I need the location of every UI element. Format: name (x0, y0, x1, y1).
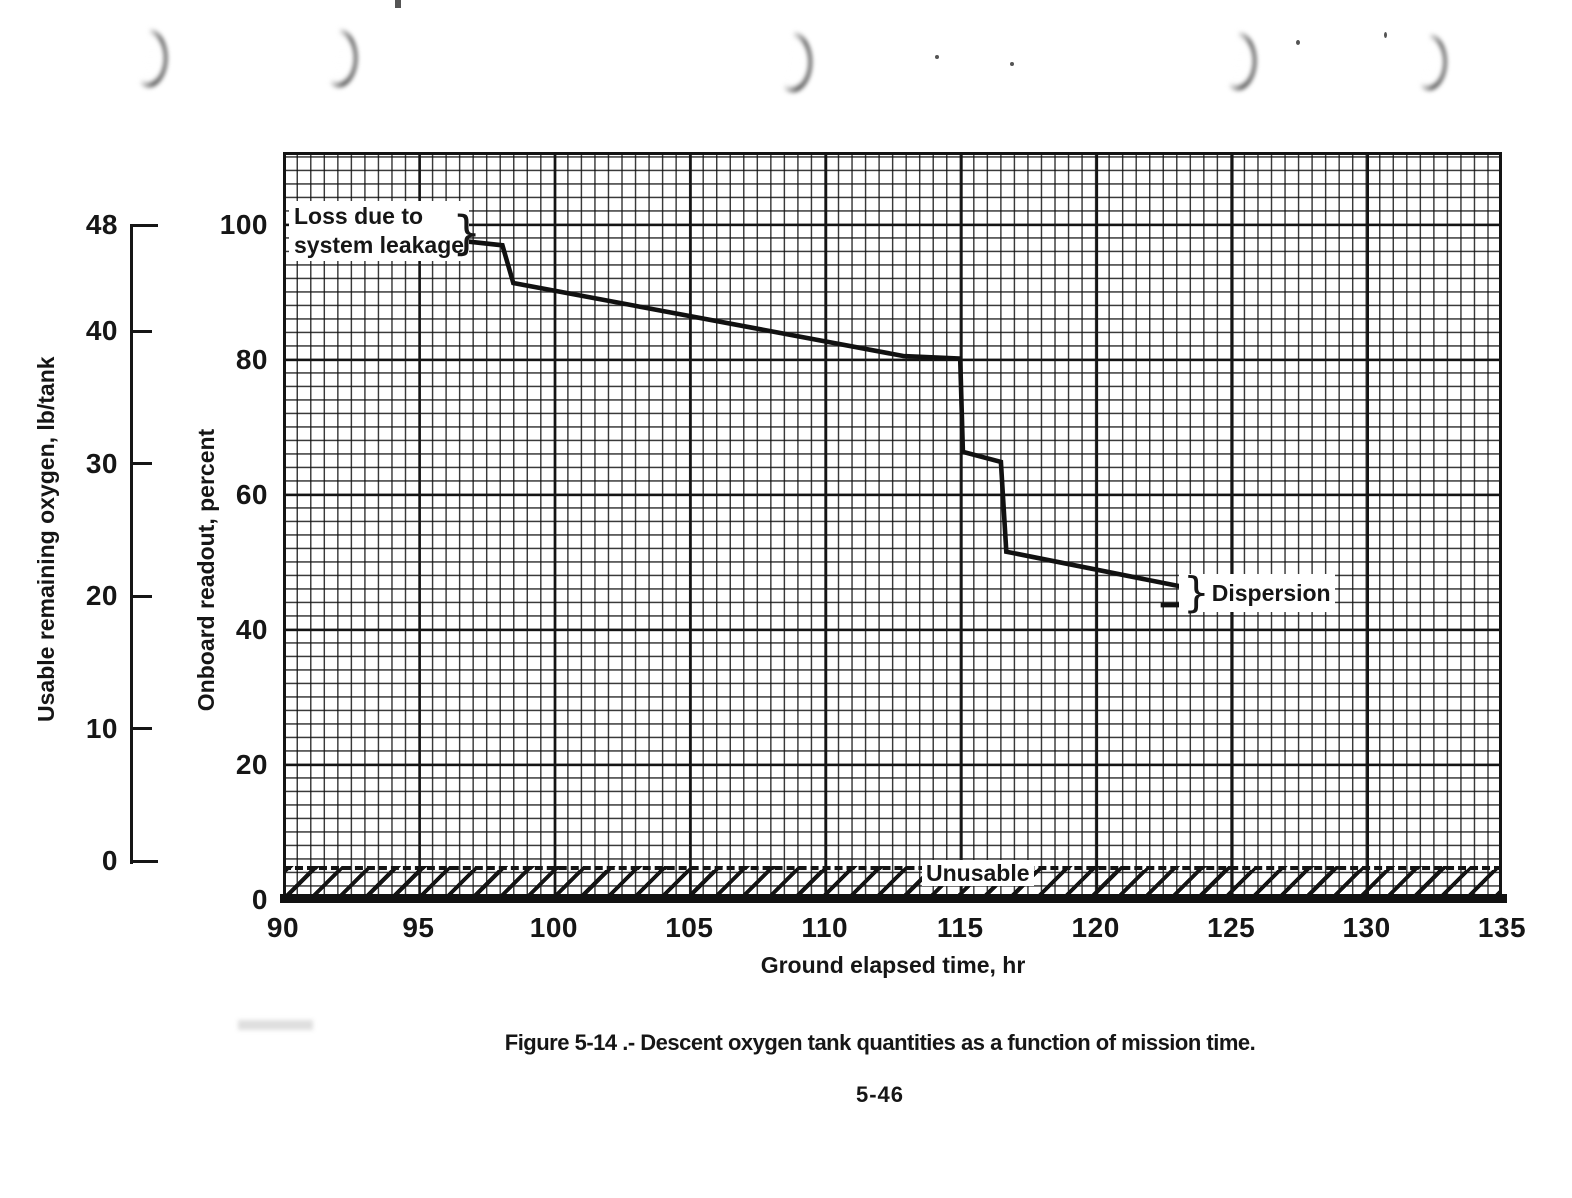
lb-tick-mark (131, 462, 152, 465)
lb-tick-mark (131, 727, 152, 730)
lb-axis-line (130, 224, 133, 864)
lb-tick-mark (131, 329, 152, 333)
lb-tick-mark (131, 223, 158, 227)
loss-annotation-line2: system leakage (294, 232, 465, 258)
lb-tick-mark (131, 859, 158, 863)
dispersion-brace-icon: } (1183, 568, 1210, 617)
scan-smudge (238, 1020, 313, 1030)
figure-caption: Figure 5-14 .- Descent oxygen tank quant… (504, 1030, 1256, 1055)
x-tick-label: 130 (1342, 912, 1391, 943)
percent-tick-label: 20 (235, 749, 268, 780)
lb-tick-label: 40 (85, 315, 118, 346)
lb-tick-mark (131, 594, 152, 598)
percent-tick-label: 80 (235, 344, 268, 375)
lb-tick-label: 20 (85, 580, 118, 611)
punch-hole-shadow (318, 27, 366, 89)
percent-tick-label: 0 (251, 884, 268, 915)
lb-tick-label: 30 (85, 447, 118, 479)
loss-annotation: Loss due to system leakage (289, 201, 470, 261)
x-tick-label: 105 (665, 912, 714, 943)
x-tick-label: 120 (1071, 912, 1120, 943)
scan-speck (1296, 40, 1300, 45)
x-tick-label: 110 (801, 912, 849, 943)
unusable-label: Unusable (922, 860, 1034, 886)
punch-hole-shadow (1217, 30, 1265, 92)
punch-hole-shadow (1409, 32, 1455, 92)
x-axis-label: Ground elapsed time, hr (760, 952, 1026, 978)
x-tick-label: 100 (529, 912, 578, 943)
dispersion-label: Dispersion (1211, 579, 1331, 606)
punch-hole-shadow (128, 27, 176, 89)
onboard-readout-curve (464, 238, 1183, 590)
x-tick-label: 135 (1477, 912, 1527, 943)
lb-tick-label: 0 (101, 845, 118, 876)
x-axis-line (280, 894, 1507, 903)
x-tick-label: 95 (402, 912, 435, 943)
y-axis-label: Onboard readout, percent (193, 428, 219, 712)
percent-tick-label: 60 (235, 479, 268, 510)
scan-speck (1010, 62, 1014, 66)
plot-area: Loss due to system leakage } } Dispersio… (283, 152, 1502, 900)
lb-tick-label: 48 (85, 209, 118, 240)
dispersion-annotation: } Dispersion (1179, 568, 1335, 617)
x-tick-label: 90 (266, 912, 300, 943)
loss-brace-icon: } (452, 206, 482, 260)
data-curve-layer (464, 238, 1186, 608)
lb-tick-label: 10 (85, 712, 118, 744)
y-axis-label-secondary: Usable remaining oxygen, lb/tank (33, 356, 59, 722)
percent-tick-label: 100 (219, 209, 268, 240)
x-tick-label: 125 (1207, 912, 1256, 943)
punch-hole-shadow (771, 30, 821, 94)
loss-annotation-line1: Loss due to (294, 203, 424, 229)
percent-tick-label: 40 (235, 614, 268, 645)
scan-speck (1384, 32, 1387, 38)
x-tick-label: 115 (936, 912, 984, 943)
scan-speck (395, 0, 401, 8)
scan-speck (935, 55, 939, 59)
page-number: 5-46 (855, 1082, 905, 1107)
unusable-hatched-band (283, 866, 1502, 896)
